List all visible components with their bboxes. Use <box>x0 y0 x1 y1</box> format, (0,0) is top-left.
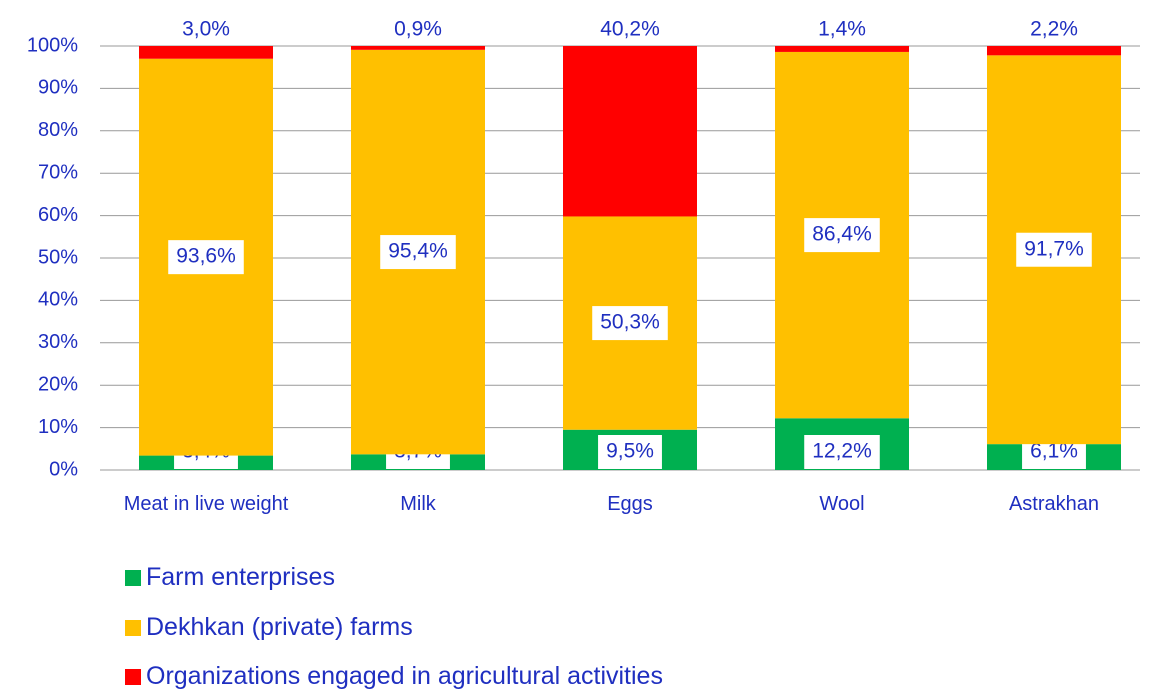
y-tick-label: 90% <box>38 77 78 99</box>
data-label-box <box>804 218 880 253</box>
data-label-group: 9,5% <box>598 435 662 469</box>
legend-swatch <box>125 570 141 586</box>
y-tick-label: 20% <box>38 373 78 395</box>
data-label-group: 0,9% <box>394 18 442 41</box>
y-tick-label: 80% <box>38 119 78 141</box>
legend-label: Dekhkan (private) farms <box>146 612 413 641</box>
y-tick-label: 10% <box>38 416 78 438</box>
data-label: 40,2% <box>600 18 660 41</box>
data-label-group: 95,4% <box>380 235 456 270</box>
data-label-group: 3,0% <box>182 18 230 41</box>
y-tick-label: 30% <box>38 331 78 353</box>
x-tick-label: Meat in live weight <box>123 493 289 515</box>
data-label-box <box>168 240 244 275</box>
data-label-box <box>380 235 456 270</box>
x-tick-label: Wool <box>819 493 865 515</box>
data-label-group: 1,4% <box>818 18 866 41</box>
legend-label: Organizations engaged in agricultural ac… <box>146 662 663 690</box>
data-label-box <box>1016 232 1092 267</box>
legend-swatch <box>125 619 141 636</box>
y-tick-label: 0% <box>49 458 78 480</box>
data-label-group: 40,2% <box>600 18 660 41</box>
bar-segment <box>775 46 909 52</box>
y-tick-label: 70% <box>38 161 78 183</box>
bar-segment <box>987 46 1121 56</box>
data-label: 95,4% <box>388 240 448 263</box>
data-label: 50,3% <box>600 311 660 334</box>
y-tick-label: 100% <box>27 34 78 56</box>
data-label: 1,4% <box>818 18 866 41</box>
bar-segment <box>139 46 273 59</box>
y-tick-label: 60% <box>38 204 78 226</box>
data-label-group: 2,2% <box>1030 18 1078 41</box>
data-label-group: 91,7% <box>1016 232 1092 267</box>
data-label-group: 93,6% <box>168 240 244 275</box>
data-label-box <box>598 435 662 469</box>
data-label: 2,2% <box>1030 18 1078 41</box>
x-tick-label: Milk <box>400 493 436 515</box>
x-tick-label: Astrakhan <box>1008 493 1100 515</box>
y-tick-label: 40% <box>38 289 78 311</box>
bar-segment <box>563 46 697 217</box>
data-label: 86,4% <box>812 223 872 246</box>
data-label-group: 12,2% <box>804 435 880 469</box>
legend-label: Farm enterprises <box>146 563 335 591</box>
data-label: 9,5% <box>606 440 654 463</box>
bar-segment <box>351 46 485 50</box>
data-label: 6,1% <box>1030 440 1078 463</box>
data-label: 3,0% <box>182 18 230 41</box>
data-label-group: 86,4% <box>804 218 880 253</box>
data-label-group: 50,3% <box>592 306 668 341</box>
x-tick-label: Eggs <box>607 493 653 515</box>
y-tick-label: 50% <box>38 246 78 268</box>
data-label: 12,2% <box>812 440 872 463</box>
data-label-box <box>804 435 880 469</box>
legend-swatch <box>125 669 141 685</box>
data-label: 0,9% <box>394 18 442 41</box>
data-label: 91,7% <box>1024 237 1084 260</box>
data-label: 93,6% <box>176 245 236 268</box>
data-label-box <box>592 306 668 341</box>
